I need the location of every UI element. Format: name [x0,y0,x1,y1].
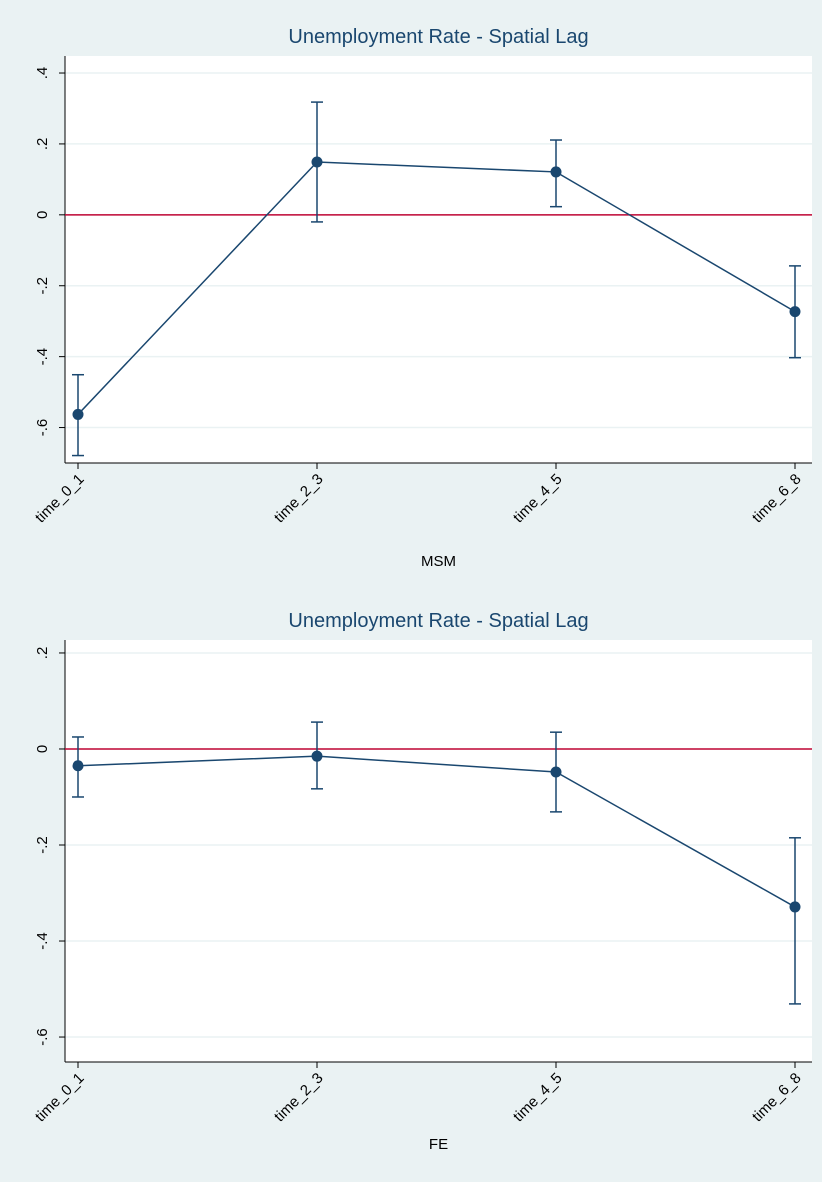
series-line [77,161,796,415]
y-tick-label: .2 [34,138,51,151]
plot-area [65,56,812,463]
series-line [77,755,796,908]
y-tick-label: -.6 [34,1028,51,1046]
plot-area [65,640,812,1062]
x-axis-label: MSM [421,553,456,570]
point [789,901,801,913]
y-tick-label: -.2 [34,836,51,854]
chart-title: Unemployment Rate - Spatial Lag [288,610,588,632]
chart-title: Unemployment Rate - Spatial Lag [288,26,588,48]
y-tick-label: .4 [34,67,51,80]
point [72,760,84,772]
point [311,156,323,168]
point [550,766,562,778]
y-tick-label: -.6 [34,419,51,437]
point [789,306,801,318]
y-tick-label: -.4 [34,932,51,950]
y-tick-label: -.4 [34,348,51,366]
y-tick-label: -.2 [34,277,51,295]
y-tick-label: 0 [34,211,51,219]
x-axis-label: FE [429,1136,448,1153]
point [550,166,562,178]
y-tick-label: .2 [34,647,51,660]
point [72,408,84,420]
point [311,750,323,762]
y-tick-label: 0 [34,745,51,753]
